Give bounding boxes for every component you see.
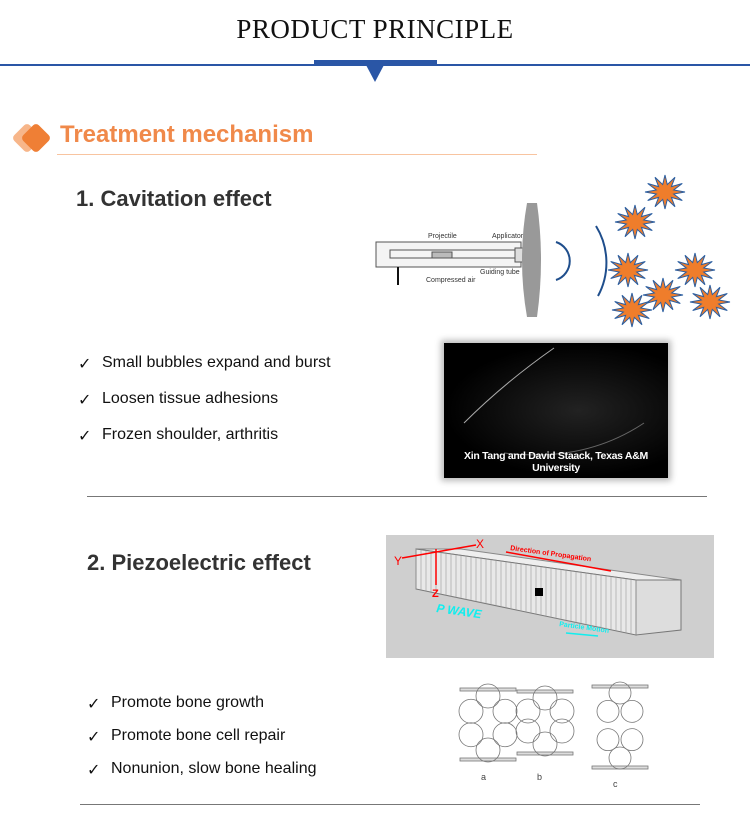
p-wave-diagram: X Y Z Direction of Propagation P WAVE Pa… — [386, 535, 714, 658]
triangle-down-icon — [366, 65, 384, 82]
list-item: ✓ Small bubbles expand and burst — [78, 354, 331, 373]
label-compressed-air: Compressed air — [426, 277, 476, 284]
burst-icon — [689, 284, 731, 320]
ion — [492, 722, 518, 748]
section-title: Treatment mechanism — [60, 121, 314, 148]
axis-z: Z — [432, 588, 439, 600]
ion — [596, 728, 620, 752]
ion — [620, 699, 644, 723]
figure-label-a: a — [481, 772, 486, 782]
check-icon: ✓ — [87, 696, 101, 713]
ion — [549, 698, 575, 724]
ion — [475, 683, 501, 709]
ion — [492, 698, 518, 724]
piezo-heading: 2. Piezoelectric effect — [87, 550, 311, 575]
photo-caption: Xin Tang and David Staack, Texas A&M Uni… — [464, 450, 648, 474]
shockwave-diagram: Projectile Applicator Guiding tube Compr… — [375, 174, 731, 328]
header-rule-accent — [314, 60, 437, 65]
figure-label-b: b — [537, 772, 542, 782]
ion — [532, 731, 558, 757]
ion — [475, 737, 501, 763]
crystal-deformation-figure: a b c — [458, 681, 649, 789]
figure-label-c: c — [613, 779, 618, 789]
check-icon: ✓ — [78, 392, 92, 409]
ion — [549, 718, 575, 744]
burst-icon — [644, 174, 686, 210]
list-item: ✓ Promote bone growth — [87, 694, 264, 713]
burst-icon — [674, 252, 716, 288]
applicator-device — [375, 241, 526, 285]
cavitation-photo: Xin Tang and David Staack, Texas A&M Uni… — [444, 343, 668, 478]
ion — [620, 728, 644, 752]
ion — [608, 681, 632, 705]
burst-icon — [611, 292, 653, 328]
wave-label: P WAVE — [436, 601, 484, 621]
plate — [516, 689, 574, 694]
check-icon: ✓ — [78, 356, 92, 373]
ion — [608, 746, 632, 770]
check-icon: ✓ — [87, 729, 101, 746]
section-divider — [80, 804, 700, 805]
cavitation-bullets: ✓ Small bubbles expand and burst ✓ Loosen … — [78, 354, 331, 446]
axis-y: Y — [394, 554, 402, 568]
list-item: ✓ Promote bone cell repair — [87, 727, 286, 746]
section-divider — [87, 496, 707, 497]
burst-icon — [607, 252, 649, 288]
axis-x: X — [476, 537, 484, 551]
list-item: ✓ Frozen shoulder, arthritis — [78, 426, 279, 445]
list-item: ✓ Loosen tissue adhesions — [78, 390, 279, 409]
wave-arc — [595, 225, 608, 297]
ion — [515, 718, 541, 744]
label-projectile: Projectile — [428, 233, 457, 240]
burst-icon — [642, 277, 684, 313]
cavitation-heading: 1. Cavitation effect — [76, 186, 272, 211]
plate — [516, 751, 574, 756]
ion — [515, 698, 541, 724]
plate — [591, 765, 649, 770]
burst-icon — [614, 204, 656, 240]
list-item: ✓ Nonunion, slow bone healing — [87, 760, 317, 779]
check-icon: ✓ — [87, 762, 101, 779]
section-underline — [57, 154, 537, 155]
check-icon: ✓ — [78, 428, 92, 445]
piezo-bullets: ✓ Promote bone growth ✓ Promote bone cell … — [87, 694, 316, 780]
diamond-icon — [11, 122, 54, 155]
label-applicator: Applicator — [492, 233, 524, 240]
plate — [591, 684, 649, 689]
plate — [459, 757, 517, 762]
plate — [459, 687, 517, 692]
ion — [458, 698, 484, 724]
ion — [532, 685, 558, 711]
ion — [596, 699, 620, 723]
label-guiding-tube: Guiding tube — [480, 269, 520, 276]
ion — [458, 722, 484, 748]
page-title: PRODUCT PRINCIPLE — [236, 14, 514, 44]
lens — [522, 203, 541, 317]
wave-arc — [555, 241, 571, 281]
